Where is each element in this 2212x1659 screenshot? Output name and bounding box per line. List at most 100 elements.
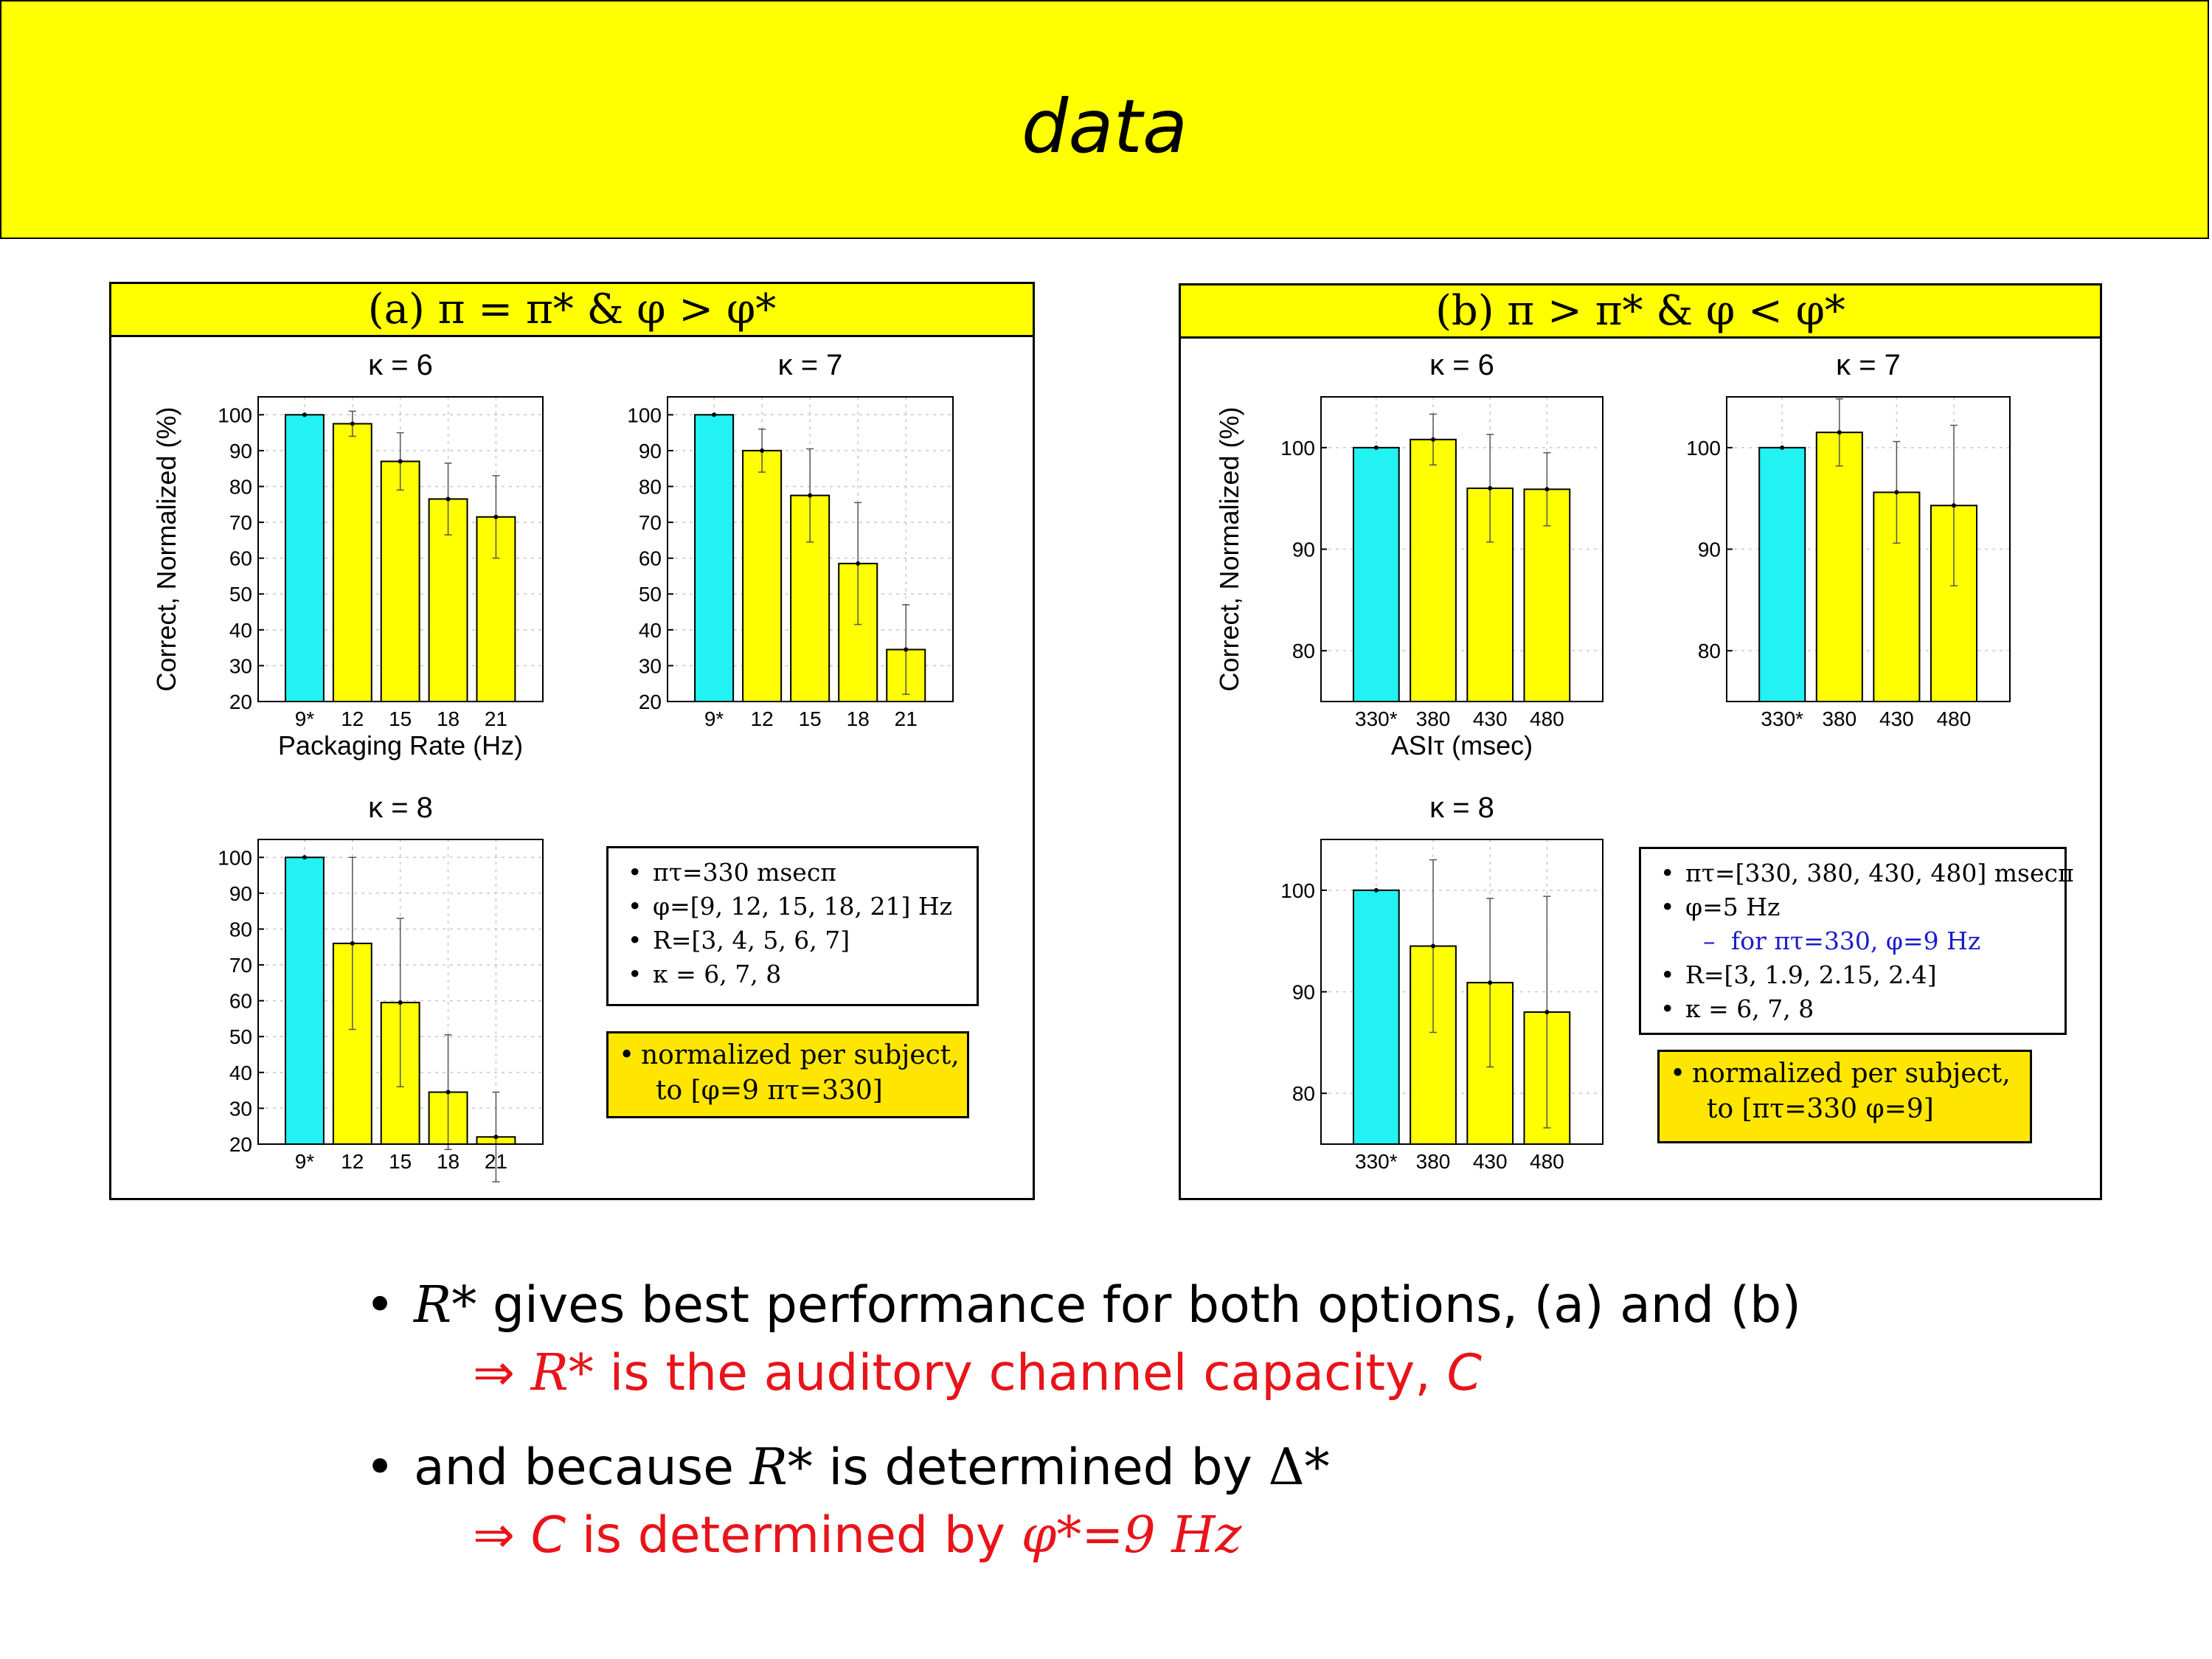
x-tick-label: 330* [1761,707,1803,730]
note-box-a: normalized per subject, to [φ=9 πτ=330] [606,1031,969,1118]
info-box-b: πτ=[330, 380, 430, 480] msecπ φ=5 Hz for… [1639,847,2074,1035]
y-tick-label: 60 [229,547,252,570]
delta-star-symbol: Δ* [1268,1438,1330,1497]
y-tick-label: 70 [229,954,252,977]
y-tick-label: 40 [229,1061,252,1084]
x-tick-label: 12 [341,707,364,730]
chart-a-2: 9* 12 15 18 21 20 30 40 50 60 70 80 90 100 κ = 8 [218,792,544,1182]
chart-b-0: 330* 380 430 480 80 90 100 κ = 6 ASIτ (msec) Corr… [1214,349,1603,761]
mean-point [350,941,355,946]
bullet-1-sub-text: is the auditory channel capacity, [593,1344,1447,1402]
mean-point [1951,503,1956,508]
mean-point [302,412,307,418]
y-tick-label: 50 [639,583,662,606]
y-tick-label: 100 [1280,879,1315,902]
mean-point [1780,445,1785,450]
bullet-1-text: gives best performance for both options,… [476,1276,1801,1334]
y-tick-label: 100 [1280,437,1315,460]
y-tick-label: 20 [639,690,662,713]
info-b-subitem: for πτ=330, φ=9 Hz [1660,924,2053,958]
info-b-item: πτ=[330, 380, 430, 480] msecπ [1660,856,2074,890]
y-tick-label: 20 [229,1133,252,1156]
y-tick-label: 60 [639,547,662,570]
mean-point [398,459,403,464]
x-tick-label: 15 [389,707,412,730]
x-tick-label: 9* [295,1150,315,1173]
x-tick-label: 21 [485,1150,507,1173]
note-a-line1: normalized per subject, [619,1038,960,1073]
x-tick-label: 18 [437,707,460,730]
mean-point [445,1090,451,1095]
x-tick-label: 480 [1530,707,1564,730]
y-tick-label: 80 [1292,1082,1315,1105]
note-a-line2: to [φ=9 πτ=330] [656,1076,883,1106]
x-tick-label: 18 [437,1150,460,1173]
plot-frame [257,396,544,702]
x-tick-label: 15 [799,707,822,730]
mean-point [350,421,355,426]
x-axis-label: ASIτ (msec) [1391,730,1533,761]
y-tick-label: 100 [1686,437,1721,460]
y-tick-label: 90 [639,440,662,463]
y-tick-label: 30 [229,1097,252,1120]
mean-point [1894,490,1899,495]
bar [694,414,735,702]
x-tick-label: 21 [895,707,918,730]
bullet-2-sub-text: is determined by [566,1506,1022,1565]
x-tick-label: 15 [389,1150,412,1173]
x-tick-label: 430 [1473,1150,1508,1173]
x-tick-label: 330* [1355,707,1398,730]
bullet-1: • R* gives best performance for both opti… [365,1276,1801,1334]
x-tick-label: 480 [1530,1150,1564,1173]
phi-star-value: φ*=9 Hz [1021,1506,1242,1565]
y-tick-label: 90 [229,882,252,905]
info-a-item: πτ=330 msecπ [628,856,965,890]
bar [1758,446,1806,702]
y-tick-label: 90 [1292,981,1315,1004]
mean-point [1431,943,1436,949]
y-tick-label: 90 [1698,538,1721,561]
mean-point [493,1135,499,1140]
x-tick-label: 9* [704,707,724,730]
mean-point [1544,487,1550,492]
bar [1815,432,1863,703]
y-tick-label: 100 [218,404,252,426]
y-tick-label: 70 [229,511,252,534]
mean-point [1431,437,1436,442]
panel-b: (b) π > π* & φ < φ* [1179,283,2102,1200]
y-tick-label: 100 [627,404,662,426]
mean-point [712,412,717,418]
y-axis-label: Correct, Normalized (%) [151,406,181,691]
panel-a-heading: (a) π = π* & φ > φ* [111,284,1033,337]
mean-point [445,496,451,502]
x-tick-label: 480 [1937,707,1972,730]
note-box-b: normalized per subject, to [πτ=330 φ=9] [1657,1050,2032,1143]
chart-title: κ = 6 [368,349,433,381]
mean-point [904,647,909,652]
c-symbol: C [1446,1344,1482,1402]
implies-arrow: ⇒ [473,1344,531,1402]
y-tick-label: 90 [229,440,252,463]
bar [1352,889,1400,1146]
mean-point [1544,1010,1550,1015]
chart-title: κ = 8 [368,792,433,824]
y-axis-label: Correct, Normalized (%) [1214,406,1244,691]
bar [332,423,372,702]
x-tick-label: 18 [847,707,870,730]
x-tick-label: 430 [1879,707,1914,730]
y-tick-label: 30 [229,654,252,677]
bullet-2-mid: is determined by [812,1438,1269,1497]
chart-b-1: 330* 380 430 480 80 90 100 κ = 7 [1686,349,2011,730]
note-b-line1: normalized per subject, [1670,1056,2019,1092]
y-tick-label: 20 [229,690,252,713]
x-tick-label: 430 [1473,707,1508,730]
x-tick-label: 12 [751,707,774,730]
y-tick-label: 80 [229,475,252,498]
r-star-symbol: R* [530,1344,594,1402]
mean-point [1488,980,1493,986]
y-tick-label: 80 [229,918,252,941]
chart-a-1: 9* 12 15 18 21 20 30 40 50 60 70 80 90 100 κ = 7 [627,349,954,730]
info-a-item: κ = 6, 7, 8 [628,957,965,991]
slide-header: data [0,0,2209,239]
